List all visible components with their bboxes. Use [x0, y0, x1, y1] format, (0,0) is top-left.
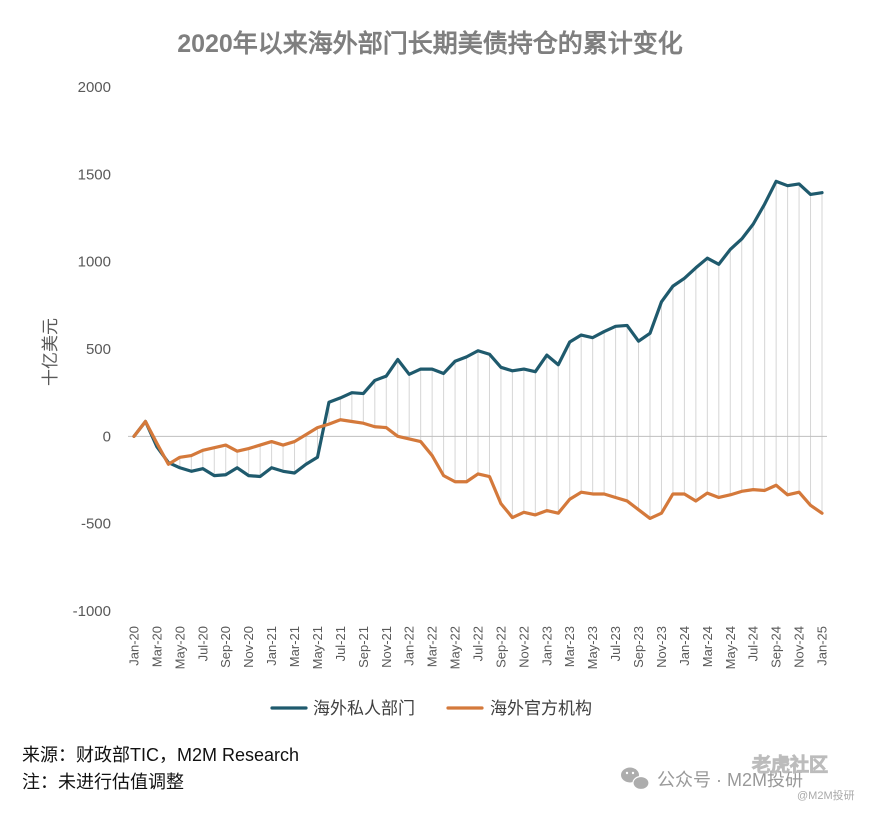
series-line-private [132, 179, 824, 479]
x-tick-label: Sep-20 [218, 626, 233, 668]
drop-lines [156, 181, 823, 519]
watermark-wechat-label: 公众号 · M2M投研 [657, 770, 803, 790]
x-tick-label: Jan-21 [264, 626, 279, 666]
x-tick-labels: Jan-20 Mar-20 May-20 Jul-20 Sep-20 Nov-20 Jan-… [127, 626, 830, 669]
watermark: 公众号 · M2M投研 老虎社区 @M2M投研 [621, 753, 855, 802]
y-tick-label: 1000 [78, 254, 111, 271]
x-tick-label: Jul-23 [608, 626, 623, 661]
x-tick-label: May-21 [310, 626, 325, 669]
y-tick-label: 2000 [78, 79, 111, 96]
y-tick-label: -500 [81, 516, 111, 533]
valuation-note: 注：未进行估值调整 [22, 772, 184, 792]
x-tick-label: Jan-25 [815, 626, 830, 666]
x-tick-label: Mar-24 [700, 626, 715, 667]
x-tick-label: Mar-23 [562, 626, 577, 667]
chart-title: 2020年以来海外部门长期美债持仓的累计变化 [177, 29, 683, 58]
source-note: 来源：财政部TIC，M2M Research [22, 745, 299, 765]
series-line-official [132, 418, 824, 521]
wechat-icon [621, 767, 650, 791]
series-lines [132, 179, 824, 521]
legend-label-official: 海外官方机构 [490, 699, 592, 718]
x-tick-label: Mar-20 [149, 626, 164, 667]
x-tick-label: Jan-23 [539, 626, 554, 666]
x-tick-label: Jan-22 [402, 626, 417, 666]
legend: 海外私人部门 海外官方机构 [270, 699, 592, 718]
watermark-handle: @M2M投研 [797, 788, 855, 802]
legend-item-official: 海外官方机构 [446, 699, 592, 718]
x-tick-label: Mar-21 [287, 626, 302, 667]
x-tick-label: Mar-22 [425, 626, 440, 667]
x-tick-label: May-24 [723, 626, 738, 669]
x-tick-label: Jan-20 [127, 626, 142, 666]
y-axis-label: 十亿美元 [41, 318, 60, 386]
x-tick-label: Jan-24 [677, 626, 692, 666]
x-tick-label: May-22 [448, 626, 463, 669]
x-tick-label: Jul-22 [471, 626, 486, 661]
legend-label-private: 海外私人部门 [313, 699, 415, 718]
x-tick-label: Jul-21 [333, 626, 348, 661]
x-tick-label: Nov-22 [516, 626, 531, 668]
x-tick-label: Sep-23 [631, 626, 646, 668]
y-tick-label: 500 [86, 341, 111, 358]
y-tick-labels: 2000 1500 1000 500 0 -500 -1000 [73, 79, 111, 620]
x-tick-label: Nov-23 [654, 626, 669, 668]
x-tick-label: Nov-20 [241, 626, 256, 668]
y-tick-label: -1000 [73, 603, 111, 620]
x-tick-label: May-20 [172, 626, 187, 669]
y-tick-label: 1500 [78, 166, 111, 183]
x-tick-label: Jul-20 [195, 626, 210, 661]
watermark-site: 老虎社区 [752, 753, 828, 776]
x-tick-label: Sep-24 [769, 626, 784, 668]
legend-item-private: 海外私人部门 [270, 699, 415, 718]
x-tick-label: May-23 [585, 626, 600, 669]
x-tick-label: Jul-24 [746, 626, 761, 661]
x-tick-label: Nov-24 [792, 626, 807, 668]
x-tick-label: Sep-22 [493, 626, 508, 668]
x-tick-label: Nov-21 [379, 626, 394, 668]
y-tick-label: 0 [103, 428, 111, 445]
x-tick-label: Sep-21 [356, 626, 371, 668]
